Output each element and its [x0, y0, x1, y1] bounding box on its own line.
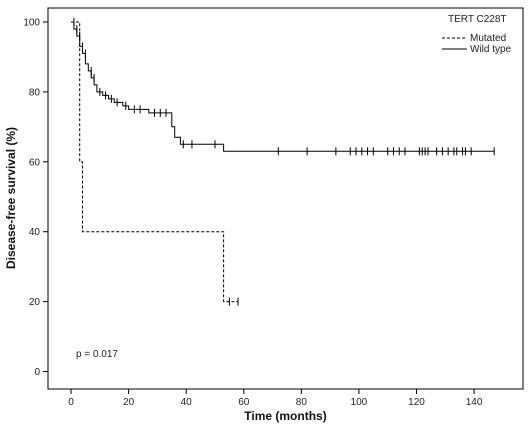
legend-label-mutated: Mutated: [470, 33, 506, 44]
y-tick-label: 80: [29, 87, 41, 98]
legend-title: TERT C228T: [448, 14, 507, 25]
legend: TERT C228T Mutated Wild type: [442, 14, 512, 55]
y-tick-label: 100: [23, 17, 40, 28]
x-tick-label: 40: [181, 397, 193, 408]
x-tick-label: 0: [68, 397, 74, 408]
series-line-mutated: [71, 21, 238, 303]
x-tick-label: 80: [296, 397, 308, 408]
y-tick-label: 20: [29, 297, 41, 308]
y-tick-label: 40: [29, 227, 41, 238]
x-axis-title: Time (months): [244, 409, 326, 423]
x-tick-label: 60: [238, 397, 250, 408]
survival-curves: [71, 17, 495, 306]
p-value-annotation: p = 0.017: [76, 349, 118, 360]
x-tick-label: 20: [123, 397, 135, 408]
x-tick-label: 140: [466, 397, 483, 408]
y-axis: 0 20 40 60 80 100: [23, 17, 48, 378]
series-line-wild-type: [71, 21, 495, 152]
x-axis: 0 20 40 60 80 100 120 140: [68, 389, 483, 408]
legend-label-wild-type: Wild type: [470, 44, 512, 55]
y-axis-title: Disease-free survival (%): [4, 127, 18, 269]
y-tick-label: 0: [34, 367, 40, 378]
x-tick-label: 120: [408, 397, 425, 408]
plot-frame: [47, 7, 524, 390]
y-tick-label: 60: [29, 157, 41, 168]
x-tick-label: 100: [351, 397, 368, 408]
